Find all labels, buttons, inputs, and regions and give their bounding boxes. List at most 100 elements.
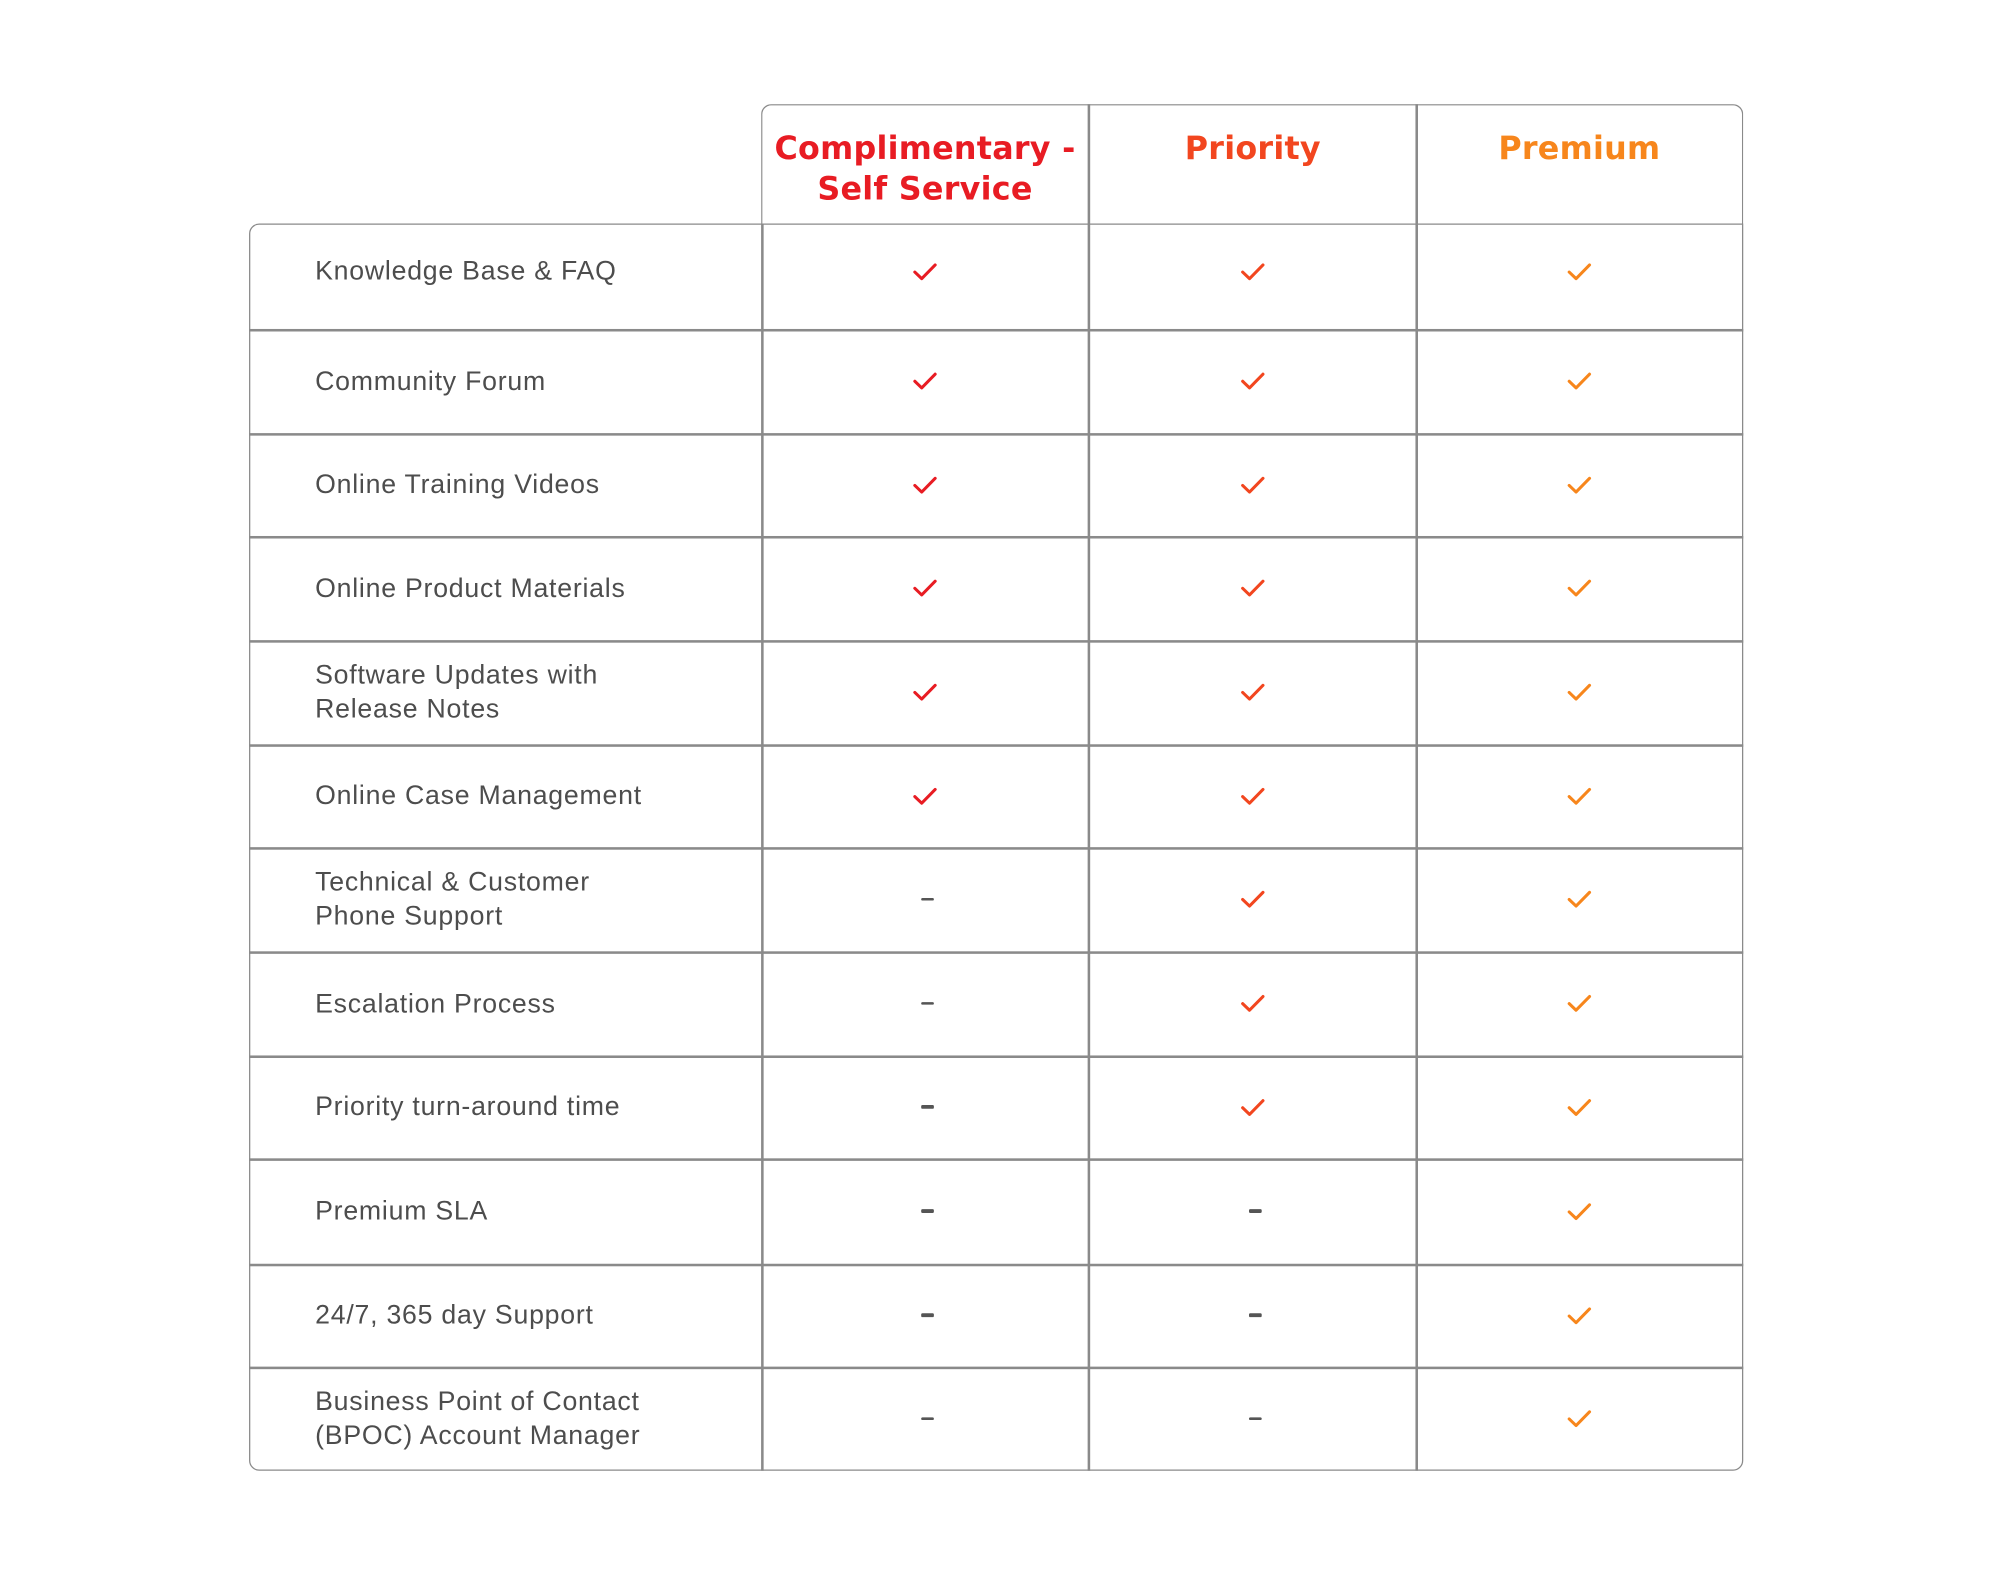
feature-label: 24/7, 365 day Support [315, 1264, 734, 1367]
table-row: Technical & Customer Phone Support [249, 847, 1743, 951]
column-header-complimentary: Complimentary - Self Service [761, 104, 1089, 223]
checkmark-icon [912, 261, 937, 281]
tier-cell [1415, 218, 1743, 323]
checkmark-icon [1567, 682, 1592, 702]
table-row: Online Case Management [249, 744, 1743, 847]
dash-icon [921, 1209, 934, 1213]
feature-label-line: 24/7, 365 day Support [315, 1300, 594, 1330]
tier-cell [1089, 744, 1417, 847]
feature-label: Technical & Customer Phone Support [315, 847, 734, 951]
column-header-line: Premium [1498, 129, 1661, 167]
checkmark-icon [1567, 578, 1592, 598]
row-divider [249, 640, 1744, 643]
tier-cell [1089, 1367, 1417, 1471]
tier-cell [761, 1158, 1089, 1263]
dash-icon [921, 1001, 934, 1005]
tier-cell [1089, 847, 1417, 951]
tier-cell [1415, 640, 1743, 744]
feature-label: Priority turn-around time [315, 1055, 734, 1158]
feature-label-text: Priority turn-around time [315, 1090, 620, 1124]
feature-label-line: Phone Support [315, 901, 504, 931]
tier-cell [1089, 1264, 1417, 1367]
feature-label-text: Software Updates with Release Notes [315, 658, 598, 727]
checkmark-icon [1567, 1305, 1592, 1325]
tier-cell [1089, 329, 1417, 433]
header-frame [761, 104, 1744, 224]
checkmark-icon [1240, 993, 1265, 1013]
feature-label-line: Online Training Videos [315, 469, 600, 500]
row-divider [249, 1055, 1744, 1058]
tier-cell [761, 1055, 1089, 1158]
checkmark-icon [1567, 993, 1592, 1013]
tier-cell [1415, 1055, 1743, 1158]
tier-cell [761, 433, 1089, 536]
tier-cell [1415, 536, 1743, 640]
dash-icon [921, 1417, 934, 1421]
column-divider [1415, 104, 1418, 1471]
tier-cell [761, 951, 1089, 1055]
feature-label-text: Escalation Process [315, 986, 556, 1020]
table-row: Online Product Materials [249, 536, 1743, 640]
checkmark-icon [1240, 371, 1265, 391]
feature-label: Escalation Process [315, 951, 734, 1055]
checkmark-icon [1240, 786, 1265, 806]
checkmark-icon [912, 474, 937, 494]
feature-label-line: Escalation Process [315, 988, 556, 1018]
table-row: Priority turn-around time [249, 1055, 1743, 1158]
feature-label-line: Online Product Materials [315, 573, 626, 603]
checkmark-icon [1567, 261, 1592, 281]
checkmark-icon [1567, 371, 1592, 391]
checkmark-icon [1240, 682, 1265, 702]
column-header-line: Self Service [817, 170, 1033, 208]
tier-cell [1415, 1264, 1743, 1367]
feature-label-line: Premium SLA [315, 1196, 489, 1226]
tier-cell [1415, 847, 1743, 951]
column-header-premium: Premium [1415, 104, 1743, 223]
tier-cell [1415, 1367, 1743, 1471]
checkmark-icon [912, 371, 937, 391]
table-row: Online Training Videos [249, 433, 1743, 536]
dash-icon [1248, 1209, 1262, 1213]
tier-cell [761, 536, 1089, 640]
row-divider [249, 744, 1744, 747]
dash-icon [1248, 1417, 1262, 1421]
feature-label-line: (BPOC) Account Manager [315, 1421, 641, 1451]
checkmark-icon [1240, 261, 1265, 281]
feature-label: Software Updates with Release Notes [315, 640, 734, 744]
feature-label: Business Point of Contact (BPOC) Account … [315, 1367, 734, 1471]
dash-icon [1248, 1313, 1262, 1317]
row-divider [249, 847, 1744, 850]
row-divider [249, 328, 1744, 331]
tier-cell [1415, 1158, 1743, 1263]
feature-label-line: Business Point of Contact [315, 1386, 640, 1417]
feature-label: Knowledge Base & FAQ [315, 218, 734, 323]
table-row: 24/7, 365 day Support [249, 1264, 1743, 1367]
feature-label-text: Community Forum [315, 364, 546, 398]
feature-label-text: Technical & Customer Phone Support [315, 865, 590, 934]
feature-label: Premium SLA [315, 1158, 734, 1263]
tier-cell [1089, 433, 1417, 536]
row-divider [249, 1158, 1744, 1161]
feature-label-text: Online Product Materials [315, 571, 625, 605]
checkmark-icon [912, 578, 937, 598]
feature-label-text: Business Point of Contact (BPOC) Account … [315, 1384, 640, 1453]
checkmark-icon [1240, 1097, 1265, 1117]
tier-cell [1415, 951, 1743, 1055]
feature-label-text: Online Case Management [315, 779, 642, 813]
checkmark-icon [1567, 786, 1592, 806]
tier-cell [1089, 640, 1417, 744]
tier-cell [761, 744, 1089, 847]
feature-label-line: Community Forum [315, 366, 546, 396]
column-header-line: Priority [1184, 129, 1321, 167]
table-row: Escalation Process [249, 951, 1743, 1055]
checkmark-icon [1567, 1409, 1592, 1429]
feature-label-line: Release Notes [315, 694, 501, 724]
feature-label-text: Premium SLA [315, 1194, 488, 1228]
tier-cell [1089, 218, 1417, 323]
feature-label-line: Knowledge Base & FAQ [315, 256, 617, 286]
table-row: Knowledge Base & FAQ [249, 218, 1743, 323]
table-row: Software Updates with Release Notes [249, 640, 1743, 744]
row-divider [249, 433, 1744, 436]
feature-label-line: Priority turn-around time [315, 1092, 621, 1122]
